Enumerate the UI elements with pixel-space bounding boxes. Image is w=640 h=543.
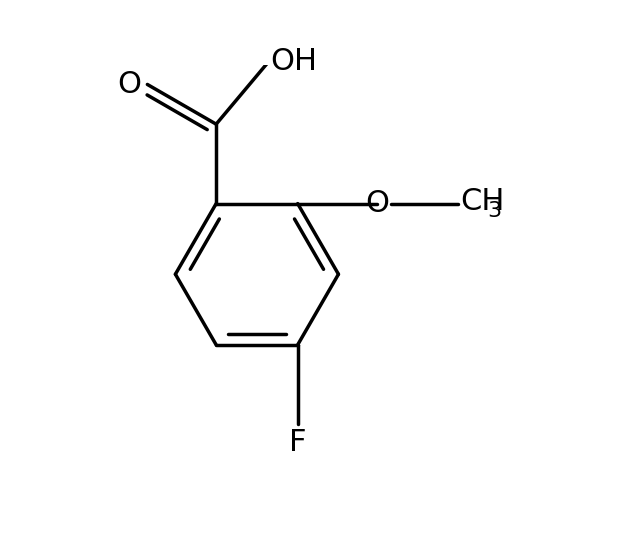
Text: 3: 3	[487, 201, 501, 221]
Text: OH: OH	[271, 47, 317, 75]
Text: CH: CH	[461, 187, 505, 216]
Text: O: O	[117, 70, 141, 99]
Text: F: F	[289, 428, 307, 457]
Text: O: O	[365, 189, 389, 218]
